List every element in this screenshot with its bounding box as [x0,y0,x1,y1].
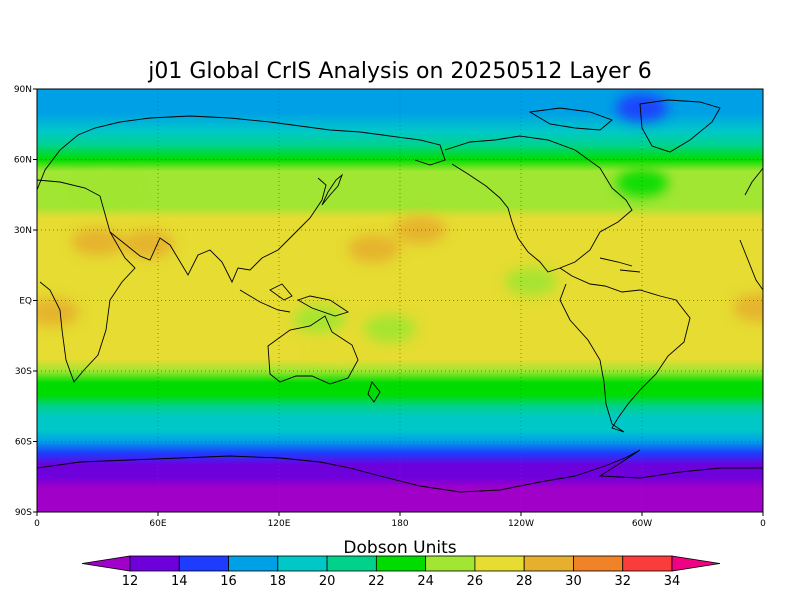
x-tick-label: 60E [149,519,166,529]
anomaly-patch [347,234,400,263]
coastline-caribbean [599,257,641,273]
colorbar-tick-label: 32 [614,574,631,589]
x-tick-label: 0 [760,519,766,529]
colorbar-tick-label: 28 [516,574,533,589]
colorbar-tick-label: 26 [467,574,484,589]
colorbar-segment [178,555,229,572]
colorbar-tick-label: 30 [565,574,582,589]
anomaly-patch [37,298,80,327]
y-tick-label: 30S [15,367,32,377]
coastline-greenland [639,99,721,153]
anomaly-patch [121,230,174,259]
anomaly-patch [394,216,447,244]
grid-lines [37,89,763,512]
colorbar-tick-label: 16 [220,574,237,589]
colorbar-segment [228,555,279,572]
colorbar-segment [622,555,673,572]
anomaly-patch [732,293,763,322]
anomaly-layer [37,93,763,362]
anomaly-patch [505,267,558,296]
x-tick-label: 180 [391,519,408,529]
colorbar-segment [573,555,624,572]
anomaly-patch [71,227,124,256]
y-tick-label: EQ [19,297,32,307]
coastline-south-america [559,267,691,433]
colorbar-segment [129,555,180,572]
y-tick-label: 30N [14,226,32,236]
anomaly-patch [313,333,366,362]
colorbar-tick-label: 18 [270,574,287,589]
colorbar-segment [277,555,328,572]
colorbar-tick-label: 12 [122,574,139,589]
coastline-indonesia [239,283,350,317]
colorbar-segment [523,555,574,572]
y-tick-label: 60N [14,156,32,166]
colorbar-tick-label: 34 [664,574,681,589]
chart-title: j01 Global CrIS Analysis on 20250512 Lay… [147,59,651,84]
anomaly-patch [363,314,416,343]
colorbar-under-triangle [81,555,131,572]
x-tick-label: 120W [508,519,534,529]
colorbar-tick-label: 14 [171,574,188,589]
anomaly-patch [616,93,668,122]
colorbar-segment [375,555,427,572]
coastlines [37,99,763,493]
coastline-africa [37,179,136,383]
y-tick-label: 60S [15,438,32,448]
coastline-antarctica [37,449,763,493]
anomaly-patch [616,169,668,197]
coastline-north-america [444,135,633,273]
colorbar-label: Dobson Units [343,538,456,558]
colorbar-tick-label: 20 [319,574,336,589]
coastline-australia [267,315,359,385]
coastline-eurasia [37,115,446,191]
anomaly-patch [81,173,134,202]
x-tick-label: 60W [632,519,652,529]
coastline-japan [321,173,343,206]
y-axis-ticks: 90N 60N 30N EQ 30S 60S 90S [14,85,37,518]
colorbar-segment [474,555,525,572]
y-tick-label: 90S [15,508,32,518]
x-tick-label: 0 [34,519,40,529]
coastline-arctic-archipelago [528,107,613,131]
coastline-europe-east-edge [739,167,763,291]
colorbar-tick-label: 22 [368,574,385,589]
colorbar-segment [425,555,476,572]
y-tick-label: 90N [14,85,32,95]
colorbar: 12 14 16 18 20 22 24 26 28 30 32 34 [81,555,721,589]
map-area [37,89,763,512]
colorbar-segment [326,555,377,572]
coastline-new-zealand [367,381,381,403]
colorbar-over-triangle [671,555,721,572]
colorbar-tick-label: 24 [417,574,434,589]
x-axis-ticks: 0 60E 120E 180 120W 60W 0 [34,512,766,529]
x-tick-label: 120E [268,519,291,529]
coastline-south-asia [109,177,327,284]
